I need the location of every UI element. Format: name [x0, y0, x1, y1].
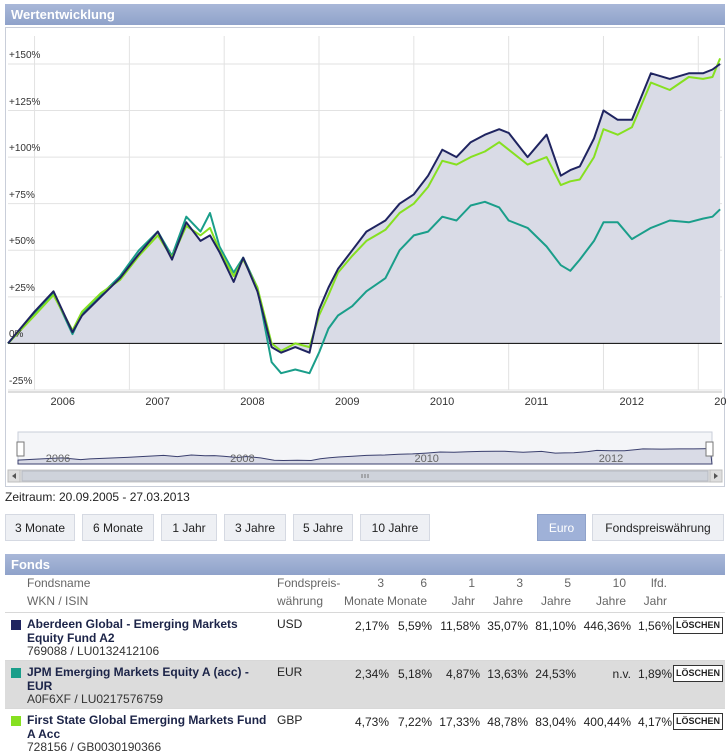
y-tick-label: +25%	[9, 282, 35, 294]
fund-name[interactable]: JPM Emerging Markets Equity A (acc) - EU…	[27, 665, 249, 693]
header-3m-num: 3	[377, 576, 384, 590]
header-5y-label: Jahre	[540, 594, 571, 608]
series-swatch	[11, 716, 21, 726]
header-1y-num: 1	[468, 576, 475, 590]
y-tick-label: +100%	[9, 143, 41, 155]
fonds-panel-title: Fonds	[5, 554, 725, 575]
x-tick-label: 2008	[240, 396, 265, 408]
perf-3y: 35,07%	[487, 619, 528, 633]
navigator-handle[interactable]	[705, 441, 714, 457]
range-1-jahr-button[interactable]: 1 Jahr	[161, 514, 217, 541]
header-lfd: lfd.	[650, 576, 667, 590]
navigator-tick-label: 2012	[598, 453, 624, 465]
navigator-tick-label: 2010	[414, 453, 439, 465]
perf-6m: 5,59%	[397, 619, 432, 633]
range-10-jahre-button[interactable]: 10 Jahre	[360, 514, 430, 541]
perf-6m: 5,18%	[397, 667, 432, 681]
perf-5y: 24,53%	[535, 667, 576, 681]
perf-3m: 2,34%	[354, 667, 389, 681]
zeitraum-label: Zeitraum: 20.09.2005 - 27.03.2013	[5, 490, 190, 504]
navigator-tick-label: 2006	[45, 453, 71, 465]
header-3y-num: 3	[516, 576, 523, 590]
series-swatch	[11, 668, 21, 678]
y-tick-label: +125%	[9, 96, 41, 108]
header-6m-num: 6	[420, 576, 427, 590]
series-swatch	[11, 620, 21, 630]
fund-name[interactable]: Aberdeen Global - Emerging Markets Equit…	[27, 617, 238, 645]
x-tick-label: 2006	[50, 396, 76, 408]
fund-currency: USD	[277, 617, 303, 631]
header-waehrung: währung	[277, 594, 324, 608]
header-3m-label: Monate	[343, 594, 384, 608]
header-wkn-isin: WKN / ISIN	[27, 594, 89, 608]
perf-1y: 17,33%	[439, 715, 480, 729]
table-row: JPM Emerging Markets Equity A (acc) - EU…	[5, 660, 725, 708]
performance-chart[interactable]	[6, 28, 724, 486]
perf-lfd: 1,56%	[637, 619, 672, 633]
perf-10y: 400,44%	[583, 715, 631, 729]
y-tick-label: +50%	[9, 236, 35, 248]
fund-isin: A0F6XF / LU0217576759	[27, 692, 164, 706]
header-5y-num: 5	[564, 576, 571, 590]
x-tick-label: 2007	[145, 396, 170, 408]
header-1y-label: Jahr	[451, 594, 475, 608]
range-6-monate-button[interactable]: 6 Monate	[82, 514, 154, 541]
perf-6m: 7,22%	[397, 715, 432, 729]
fondspreiswaehrung-button[interactable]: Fondspreiswährung	[592, 514, 724, 541]
euro-button[interactable]: Euro	[537, 514, 586, 541]
x-tick-label: 2011	[524, 396, 549, 408]
perf-1y: 11,58%	[440, 619, 480, 633]
range-3-jahre-button[interactable]: 3 Jahre	[224, 514, 286, 541]
header-lfd-jahr: Jahr	[643, 594, 667, 608]
header-fondsname: Fondsname	[27, 576, 91, 590]
fund-currency: GBP	[277, 713, 303, 727]
loeschen-button[interactable]: LÖSCHEN	[673, 617, 723, 634]
perf-10y: 446,36%	[583, 619, 631, 633]
header-10y-num: 10	[612, 576, 626, 590]
y-tick-label: +75%	[9, 189, 35, 201]
perf-3m: 4,73%	[354, 715, 389, 729]
loeschen-button[interactable]: LÖSCHEN	[673, 713, 723, 730]
loeschen-button[interactable]: LÖSCHEN	[673, 665, 723, 682]
chart-panel-title: Wertentwicklung	[5, 4, 725, 25]
x-tick-label: 2009	[335, 396, 360, 408]
range-3-monate-button[interactable]: 3 Monate	[5, 514, 75, 541]
perf-3y: 48,78%	[487, 715, 528, 729]
scroll-grip-icon	[361, 474, 369, 478]
perf-5y: 83,04%	[535, 715, 576, 729]
area-fill	[8, 63, 721, 353]
fund-currency: EUR	[277, 665, 303, 679]
y-tick-label: -25%	[9, 376, 33, 387]
perf-lfd: 4,17%	[637, 715, 672, 729]
y-tick-label: 0%	[9, 329, 24, 341]
perf-3m: 2,17%	[354, 619, 389, 633]
x-tick-label: 2010	[429, 396, 455, 408]
chart-area[interactable]: +150% +125% +100% +75% +50% +25% 0% -25% 2006 200…	[5, 27, 727, 487]
navigator-tick-label: 2008	[230, 453, 255, 465]
range-5-jahre-button[interactable]: 5 Jahre	[293, 514, 353, 541]
perf-lfd: 1,89%	[637, 667, 672, 681]
perf-5y: 81,10%	[535, 619, 576, 633]
header-fondspreis: Fondspreis-	[277, 576, 341, 590]
scroll-right-icon	[714, 473, 718, 479]
series-line-1	[7, 63, 721, 354]
x-tick-label: 2013	[714, 396, 727, 408]
y-tick-label: +150%	[9, 49, 41, 61]
perf-10y: n.v.	[612, 667, 631, 681]
header-10y-label: Jahre	[595, 594, 626, 608]
header-6m-label: Monate	[386, 594, 427, 608]
fund-name[interactable]: First State Global Emerging Markets Fund…	[27, 713, 267, 741]
scroll-left-icon	[12, 473, 16, 479]
table-row: First State Global Emerging Markets Fund…	[5, 708, 725, 756]
header-3y-label: Jahre	[492, 594, 523, 608]
navigator-series	[17, 447, 713, 465]
fund-isin: 769088 / LU0132412106	[27, 644, 160, 658]
table-row: Aberdeen Global - Emerging Markets Equit…	[5, 612, 725, 660]
perf-1y: 4,87%	[445, 667, 480, 681]
perf-3y: 13,63%	[487, 667, 528, 681]
fund-isin: 728156 / GB0030190366	[27, 740, 162, 754]
navigator-handle[interactable]	[16, 441, 25, 457]
x-tick-label: 2012	[619, 396, 644, 408]
